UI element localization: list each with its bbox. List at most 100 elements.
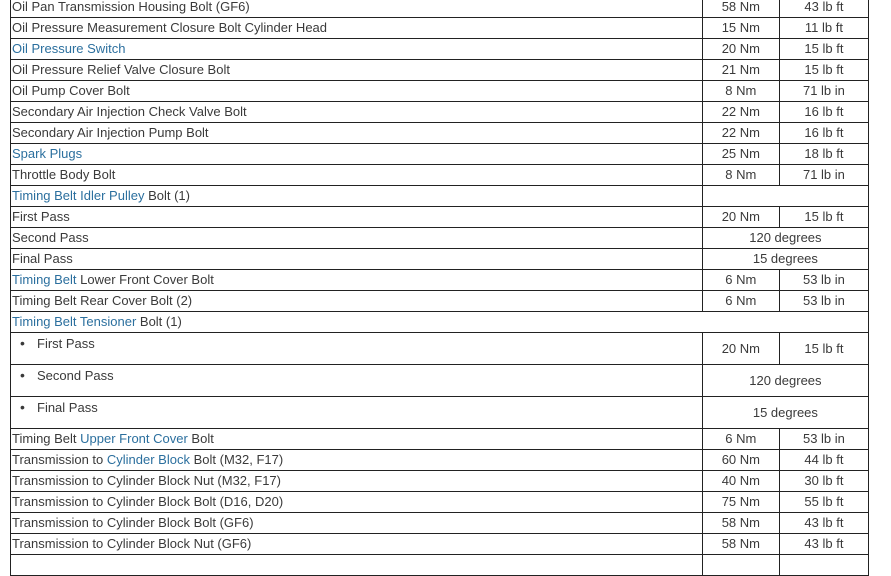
description-cell: Timing Belt Upper Front Cover Bolt (10, 428, 703, 450)
description-cell: Transmission to Cylinder Block Bolt (D16… (10, 491, 703, 513)
description-text: Timing Belt (12, 431, 81, 446)
bullet-item: First Pass (12, 334, 95, 353)
table-row: Timing Belt Upper Front Cover Bolt 6 Nm 53… (10, 428, 870, 450)
metric-value-cell: 25 Nm (701, 143, 780, 165)
description-cell: First Pass (10, 206, 703, 228)
description-cell: Second Pass (10, 364, 703, 397)
table-row: Transmission to Cylinder Block Bolt (M32… (10, 449, 870, 471)
description-link[interactable]: Oil Pressure Switch (12, 41, 126, 56)
spanned-value-cell (701, 185, 870, 207)
english-value-cell: 43 lb ft (778, 512, 870, 534)
table-row: Spark Plugs 25 Nm 18 lb ft (10, 143, 870, 165)
description-text: Second Pass (12, 230, 89, 245)
description-text: Transmission to Cylinder Block Nut (GF6) (12, 536, 252, 551)
english-value-cell: 11 lb ft (778, 17, 870, 39)
metric-value-cell: 75 Nm (701, 491, 780, 513)
english-value-cell: 30 lb ft (778, 470, 870, 492)
description-link[interactable]: Spark Plugs (12, 146, 83, 161)
description-text: Lower Front Cover Bolt (76, 272, 214, 287)
metric-value-cell: 8 Nm (701, 164, 780, 186)
description-text: Bolt (1) (136, 314, 182, 329)
metric-value-cell: 22 Nm (701, 122, 780, 144)
table-row: Transmission to Cylinder Block Bolt (GF6… (10, 512, 870, 534)
table-row: Oil Pressure Relief Valve Closure Bolt 21… (10, 59, 870, 81)
table-row: Timing Belt Tensioner Bolt (1) (10, 311, 869, 333)
description-text: Secondary Air Injection Check Valve Bolt (12, 104, 247, 119)
table-row: Oil Pressure Switch 20 Nm 15 lb ft (10, 38, 870, 60)
table-row: Transmission to Cylinder Block Nut (GF6)… (10, 533, 870, 555)
spanned-value-cell: 15 degrees (701, 396, 870, 429)
description-cell: Secondary Air Injection Check Valve Bolt (10, 101, 703, 123)
metric-value-cell: 40 Nm (701, 470, 780, 492)
description-text: Bolt (1) (144, 188, 190, 203)
english-value-cell (778, 554, 870, 576)
table-row: Secondary Air Injection Pump Bolt 22 Nm 16… (10, 122, 870, 144)
table-row: Oil Pump Cover Bolt 8 Nm 71 lb in (10, 80, 870, 102)
english-value-cell: 15 lb ft (778, 38, 870, 60)
description-text: Second Pass (37, 368, 114, 383)
description-text: Oil Pressure Measurement Closure Bolt Cy… (12, 20, 328, 35)
description-cell: Timing Belt Tensioner Bolt (1) (10, 311, 869, 333)
description-cell: Transmission to Cylinder Block Bolt (GF6… (10, 512, 703, 534)
description-link[interactable]: Timing Belt (12, 272, 77, 287)
english-value-cell: 18 lb ft (778, 143, 870, 165)
spanned-value-cell: 120 degrees (701, 364, 870, 397)
description-text: Transmission to Cylinder Block Nut (M32,… (12, 473, 281, 488)
table-row: Transmission to Cylinder Block Bolt (D16… (10, 491, 870, 513)
bullet-item: Final Pass (12, 398, 98, 417)
description-text: Bolt (M32, F17) (189, 452, 284, 467)
description-link[interactable]: Upper Front Cover (80, 431, 188, 446)
table-row: Oil Pan Transmission Housing Bolt (GF6) 5… (10, 0, 870, 18)
description-cell: Oil Pressure Measurement Closure Bolt Cy… (10, 17, 703, 39)
metric-value-cell: 20 Nm (701, 38, 780, 60)
description-text: Timing Belt Rear Cover Bolt (2) (12, 293, 193, 308)
metric-value-cell: 22 Nm (701, 101, 780, 123)
description-text: Transmission to (12, 452, 107, 467)
description-text: Bolt (187, 431, 214, 446)
table-row (10, 554, 870, 576)
description-text: Oil Pump Cover Bolt (12, 83, 130, 98)
description-text: Oil Pan Transmission Housing Bolt (GF6) (12, 0, 250, 14)
spanned-value-cell: 15 degrees (701, 248, 870, 270)
metric-value-cell: 8 Nm (701, 80, 780, 102)
description-cell: Oil Pressure Switch (10, 38, 703, 60)
description-cell: Final Pass (10, 248, 703, 270)
metric-value-cell: 21 Nm (701, 59, 780, 81)
description-cell (10, 554, 703, 576)
description-link[interactable]: Timing Belt Idler Pulley (12, 188, 145, 203)
description-text: First Pass (12, 209, 70, 224)
english-value-cell: 55 lb ft (778, 491, 870, 513)
english-value-cell: 16 lb ft (778, 101, 870, 123)
description-text: Oil Pressure Relief Valve Closure Bolt (12, 62, 230, 77)
english-value-cell: 44 lb ft (778, 449, 870, 471)
description-cell: Spark Plugs (10, 143, 703, 165)
metric-value-cell: 58 Nm (701, 533, 780, 555)
description-cell: Transmission to Cylinder Block Nut (GF6) (10, 533, 703, 555)
description-text: Final Pass (37, 400, 98, 415)
table-row: Final Pass 15 degrees (10, 248, 870, 270)
description-cell: Final Pass (10, 396, 703, 429)
metric-value-cell: 6 Nm (701, 290, 780, 312)
description-text: Secondary Air Injection Pump Bolt (12, 125, 209, 140)
description-text: First Pass (37, 336, 95, 351)
table-row: Timing Belt Idler Pulley Bolt (1) (10, 185, 870, 207)
description-cell: Transmission to Cylinder Block Bolt (M32… (10, 449, 703, 471)
english-value-cell: 15 lb ft (778, 332, 870, 365)
english-value-cell: 71 lb in (778, 80, 870, 102)
metric-value-cell: 60 Nm (701, 449, 780, 471)
metric-value-cell: 15 Nm (701, 17, 780, 39)
description-cell: Secondary Air Injection Pump Bolt (10, 122, 703, 144)
description-link[interactable]: Timing Belt Tensioner (12, 314, 137, 329)
description-cell: Second Pass (10, 227, 703, 249)
metric-value-cell: 58 Nm (701, 512, 780, 534)
description-text: Transmission to Cylinder Block Bolt (D16… (12, 494, 284, 509)
description-link[interactable]: Cylinder Block (106, 452, 190, 467)
table-row: Second Pass 120 degrees (10, 364, 870, 397)
english-value-cell: 15 lb ft (778, 59, 870, 81)
table-row: Timing Belt Rear Cover Bolt (2) 6 Nm 53 lb… (10, 290, 870, 312)
table-row: Final Pass 15 degrees (10, 396, 870, 429)
table-row: Transmission to Cylinder Block Nut (M32,… (10, 470, 870, 492)
table-row: Timing Belt Lower Front Cover Bolt 6 Nm 53… (10, 269, 870, 291)
description-text: Throttle Body Bolt (12, 167, 116, 182)
table-row: Throttle Body Bolt 8 Nm 71 lb in (10, 164, 870, 186)
